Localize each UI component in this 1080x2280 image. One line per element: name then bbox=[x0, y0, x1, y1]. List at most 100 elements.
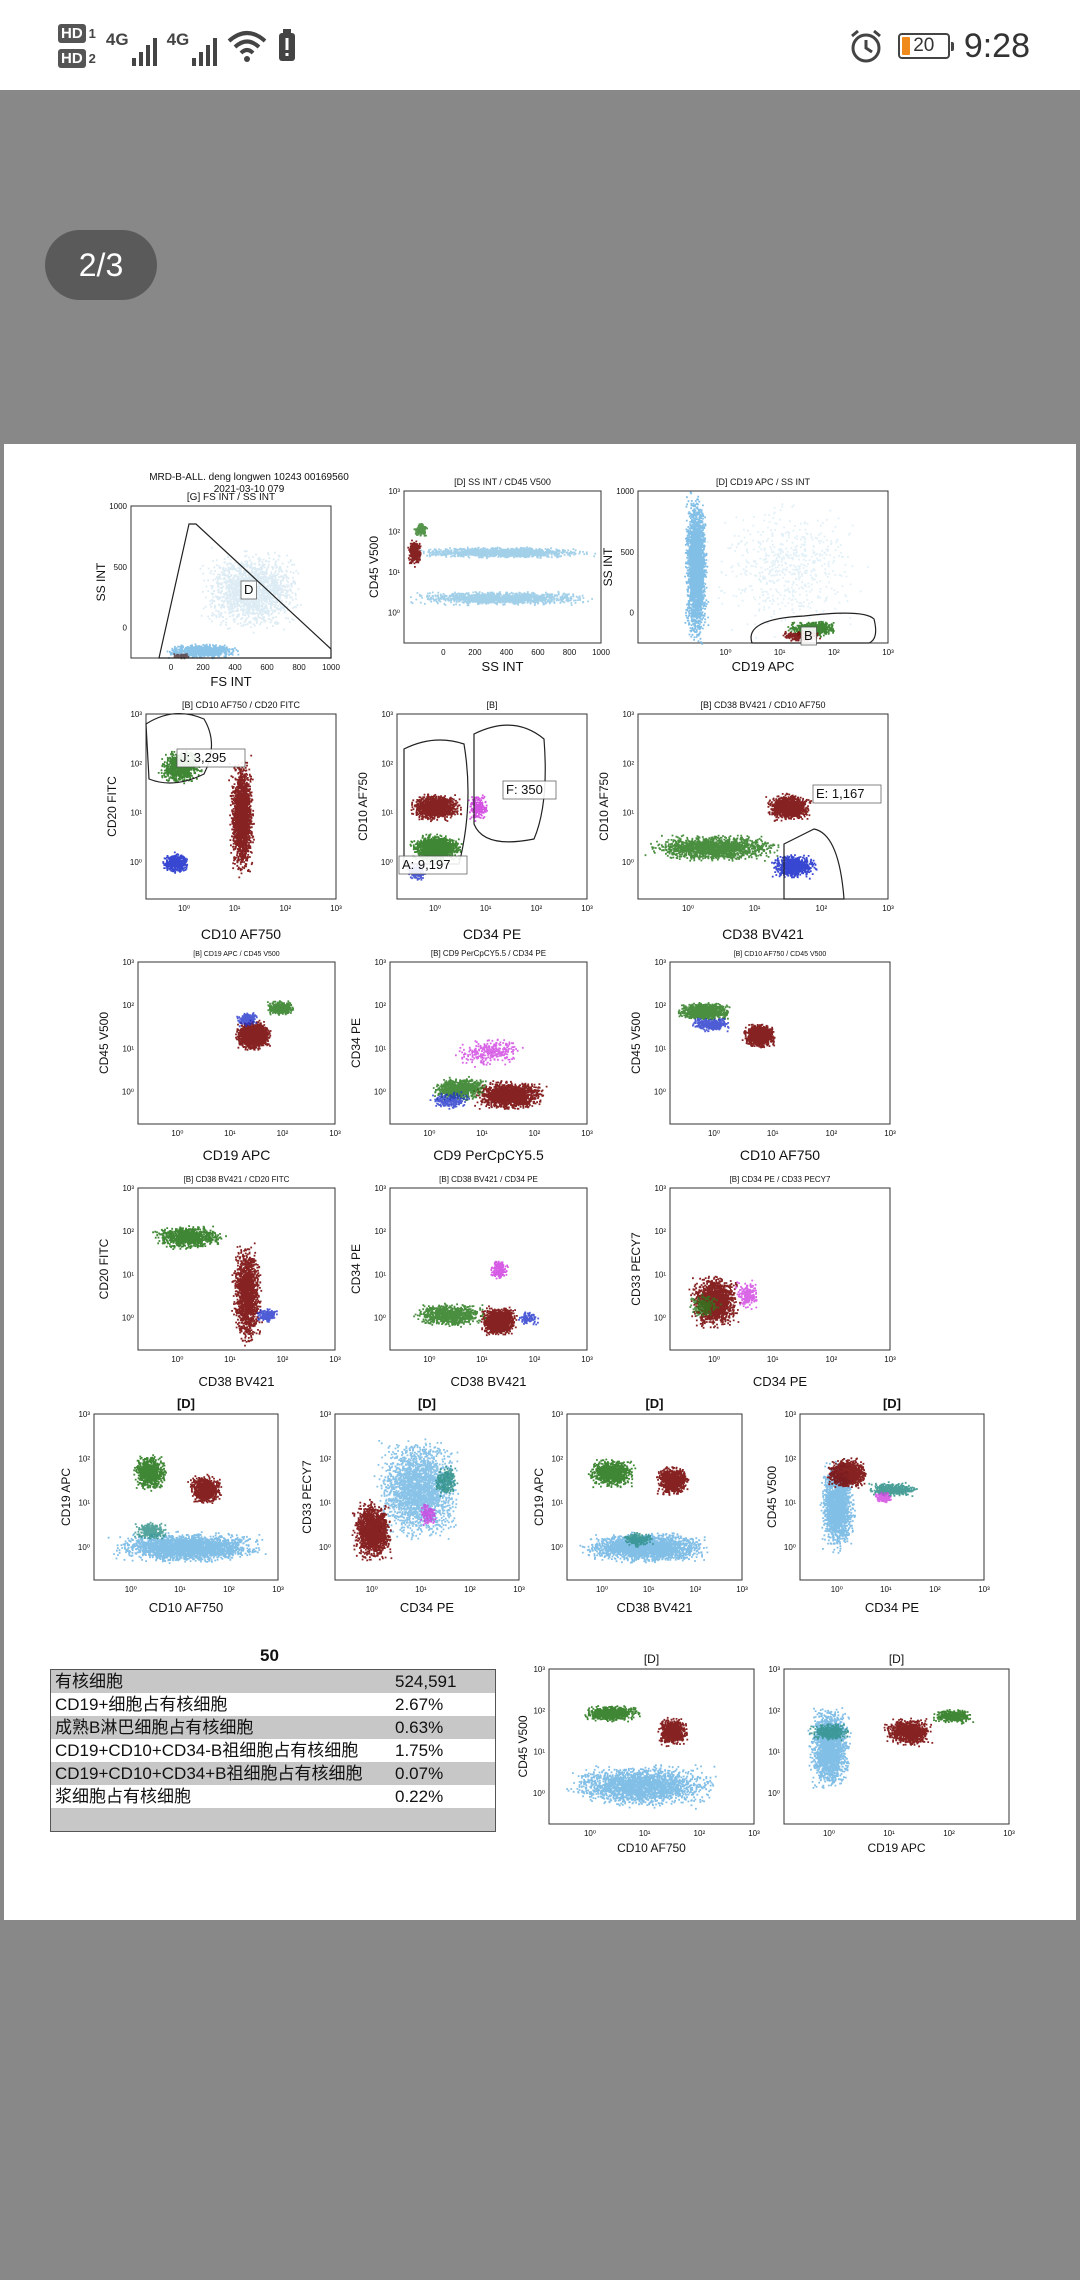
clock: 9:28 bbox=[963, 26, 1030, 65]
tick-label: 10⁰ bbox=[125, 1585, 137, 1594]
scatter-points bbox=[413, 1302, 487, 1328]
tick-label: 800 bbox=[563, 648, 577, 657]
scatter-points bbox=[266, 1000, 294, 1016]
gate-label: J: 3,295 bbox=[180, 750, 226, 765]
table-cell-value bbox=[391, 1808, 496, 1832]
tick-label: 10³ bbox=[388, 487, 400, 496]
tick-label: 10¹ bbox=[374, 1044, 386, 1053]
tick-label: 10³ bbox=[884, 1129, 896, 1138]
plot-title: [B] CD34 PE / CD33 PECY7 bbox=[730, 1175, 831, 1184]
stats-table: 有核细胞 524,591 CD19+细胞占有核细胞 2.67% 成熟B淋巴细胞占有核细胞… bbox=[50, 1669, 496, 1832]
table-cell-label: 有核细胞 bbox=[50, 1669, 391, 1693]
tick-label: 10³ bbox=[551, 1410, 563, 1419]
tick-label: 10¹ bbox=[768, 1748, 780, 1757]
tick-label: 10¹ bbox=[122, 1270, 134, 1279]
tick-label: 10³ bbox=[329, 1355, 341, 1364]
tick-label: 10¹ bbox=[622, 809, 634, 818]
tick-label: 10² bbox=[784, 1454, 796, 1463]
scatter-points bbox=[429, 1091, 471, 1110]
battery-icon: 20 bbox=[897, 33, 954, 59]
table-row: 成熟B淋巴细胞占有核细胞 0.63% bbox=[50, 1716, 496, 1739]
table-title: 50 bbox=[260, 1646, 279, 1665]
gate-label: D bbox=[244, 582, 253, 597]
table-cell-value: 0.63% bbox=[391, 1716, 496, 1739]
tick-label: 10³ bbox=[654, 958, 666, 967]
tick-label: 10⁰ bbox=[122, 1314, 134, 1323]
sim2-hd-icon: HD 2 bbox=[58, 49, 96, 68]
tick-label: 10² bbox=[277, 1355, 289, 1364]
gate-outline bbox=[783, 828, 845, 900]
scatter-points bbox=[373, 1438, 460, 1543]
scatter-plot: 10⁰ 10¹ 10² 10³ 10⁰ 10¹ 10² 10³ [B] CD38 BV421 /… bbox=[349, 1175, 593, 1389]
tick-label: 10² bbox=[533, 1706, 545, 1715]
tick-label: 10² bbox=[280, 904, 292, 913]
scatter-points bbox=[490, 1260, 509, 1280]
tick-label: 10⁰ bbox=[584, 1829, 596, 1838]
document-page[interactable]: MRD-B-ALL. deng longwen 10243 00169560 20… bbox=[4, 444, 1076, 1920]
tick-label: 10² bbox=[381, 759, 393, 768]
scatter-points bbox=[236, 1012, 258, 1028]
tick-label: 10⁰ bbox=[374, 1314, 386, 1323]
tick-label: 10⁰ bbox=[171, 1129, 183, 1138]
table-cell-label: 浆细胞占有核细胞 bbox=[50, 1785, 391, 1808]
tick-label: 10³ bbox=[122, 958, 134, 967]
y-axis-label: CD10 AF750 bbox=[597, 772, 611, 841]
tick-label: 10³ bbox=[581, 1355, 593, 1364]
sim1-hd-icon: HD 1 bbox=[58, 24, 96, 43]
x-axis-label: CD38 BV421 bbox=[451, 1374, 527, 1389]
y-axis-label: CD20 FITC bbox=[97, 1238, 111, 1299]
scatter-points bbox=[467, 794, 488, 822]
scatter-points bbox=[692, 1017, 730, 1033]
tick-label: 10¹ bbox=[639, 1829, 651, 1838]
y-axis-label: CD45 V500 bbox=[367, 536, 381, 598]
y-axis-label: CD45 V500 bbox=[765, 1466, 779, 1528]
tick-label: 10⁰ bbox=[423, 1129, 435, 1138]
tick-label: 10¹ bbox=[224, 1355, 236, 1364]
tick-label: 10³ bbox=[329, 1129, 341, 1138]
scatter-points bbox=[771, 854, 818, 880]
plot-title: [B] bbox=[486, 700, 497, 710]
scatter-plot: 10⁰ 10¹ 10² 10³ 10⁰ 10¹ 10² 10³ [B] CD34 PE / CD… bbox=[629, 1175, 896, 1389]
tick-label: 10³ bbox=[748, 1829, 760, 1838]
status-bar: HD 1 HD 2 4G 4G bbox=[0, 0, 1080, 90]
tick-label: 10⁰ bbox=[366, 1585, 378, 1594]
scatter-plot: 10⁰ 10¹ 10² 10³ 10⁰ 10¹ 10² 10³ [B] CD38 BV421 /… bbox=[597, 700, 894, 942]
scatter-plot: 10⁰ 10¹ 10² 10³ 0 500 1000 [D] CD19 APC / SS IN… bbox=[601, 477, 894, 674]
plot-title: [D] bbox=[883, 1396, 901, 1411]
gate-label-box bbox=[176, 748, 246, 768]
scatter-points bbox=[134, 1521, 167, 1540]
tick-label: 10⁰ bbox=[823, 1829, 835, 1838]
x-axis-label: SS INT bbox=[482, 659, 524, 674]
tick-label: 10⁰ bbox=[784, 1543, 796, 1552]
scatter-plot: 10⁰ 10¹ 10² 10³ 10⁰ 10¹ 10² 10³ [D] CD38 BV421 CD1… bbox=[532, 1396, 748, 1615]
tick-label: 10³ bbox=[882, 648, 894, 657]
tick-label: 10² bbox=[768, 1706, 780, 1715]
gate-outline bbox=[403, 739, 469, 865]
tick-label: 10¹ bbox=[480, 904, 492, 913]
plot-title: [B] CD9 PerCpCY5.5 / CD34 PE bbox=[431, 949, 546, 958]
y-axis-label: CD33 PECY7 bbox=[300, 1460, 314, 1534]
gate-outline bbox=[750, 612, 877, 644]
tick-label: 10³ bbox=[784, 1410, 796, 1419]
tick-label: 10⁰ bbox=[719, 648, 731, 657]
plot-title: [B] CD38 BV421 / CD20 FITC bbox=[184, 1175, 290, 1184]
tick-label: 400 bbox=[500, 648, 514, 657]
tick-label: 10¹ bbox=[78, 1499, 90, 1508]
scatter-points bbox=[473, 1080, 548, 1110]
tick-label: 10³ bbox=[654, 1184, 666, 1193]
tick-label: 10³ bbox=[513, 1585, 525, 1594]
plot-title: [D] bbox=[418, 1396, 436, 1411]
tick-label: 10⁰ bbox=[130, 858, 142, 867]
tick-label: 500 bbox=[621, 548, 635, 557]
gate-label-box bbox=[240, 580, 257, 600]
x-axis-label: CD19 APC bbox=[867, 1841, 925, 1855]
table-cell-label: CD19+细胞占有核细胞 bbox=[50, 1693, 391, 1716]
tick-label: 1000 bbox=[616, 487, 634, 496]
tick-label: 10¹ bbox=[174, 1585, 186, 1594]
page-indicator: 2/3 bbox=[45, 230, 157, 300]
tick-label: 0 bbox=[169, 663, 174, 672]
scatter-points bbox=[826, 1457, 867, 1489]
tick-label: 10² bbox=[654, 1227, 666, 1236]
tick-label: 10¹ bbox=[767, 1355, 779, 1364]
tick-label: 0 bbox=[630, 609, 635, 618]
